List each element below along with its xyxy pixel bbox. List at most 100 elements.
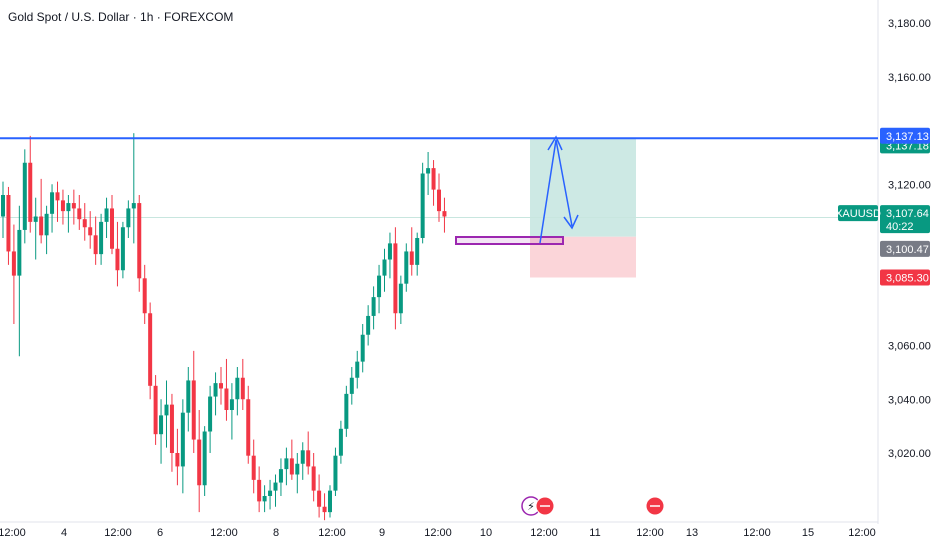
- profit-zone[interactable]: [530, 138, 636, 237]
- time-tick-label: 12:00: [743, 527, 771, 539]
- candle-body: [164, 404, 169, 416]
- candle-body: [88, 227, 93, 236]
- price-tick-label: 3,160.00: [888, 72, 931, 84]
- candle-body: [333, 455, 338, 491]
- arrow-head-down: [563, 214, 579, 230]
- candle-body: [437, 189, 441, 212]
- time-tick-label: 12:00: [530, 527, 558, 539]
- candle-body: [120, 227, 125, 271]
- candle-body: [197, 439, 202, 486]
- price-tick-label: 3,120.00: [888, 179, 931, 191]
- candle-body: [180, 412, 185, 467]
- time-tick-label: 12:00: [0, 527, 26, 539]
- candle-body: [366, 315, 371, 335]
- candle-body: [11, 251, 16, 276]
- candle-body: [17, 229, 22, 276]
- stop-price-tag-text: 3,085.30: [886, 273, 929, 285]
- candle-body: [420, 173, 425, 238]
- candle-body: [224, 388, 229, 410]
- candle-body: [6, 195, 11, 252]
- candle-body: [311, 466, 316, 491]
- time-tick-label: 12:00: [318, 527, 346, 539]
- time-tick-label: 11: [589, 527, 600, 539]
- candle-body: [229, 399, 234, 410]
- candle-body: [131, 203, 136, 209]
- candle-body: [306, 450, 311, 467]
- candle-body: [148, 313, 153, 386]
- candle-body: [28, 162, 33, 222]
- candle-body: [349, 377, 354, 394]
- candle-body: [219, 383, 223, 389]
- candle-body: [191, 380, 196, 440]
- time-tick-label: 9: [379, 527, 385, 539]
- entry-price-tag-text: 3,100.47: [886, 244, 929, 256]
- candle-body: [104, 208, 109, 222]
- lightning-icon: ⚡: [527, 501, 535, 513]
- candle-body: [169, 404, 174, 453]
- candle-body: [382, 259, 387, 276]
- candle-body: [110, 208, 114, 249]
- candle-body: [393, 243, 398, 314]
- time-tick-label: 12:00: [424, 527, 452, 539]
- candle-body: [115, 248, 120, 271]
- candle-body: [295, 463, 300, 475]
- candle-body: [338, 428, 343, 456]
- candle-body: [66, 203, 71, 212]
- candle-body: [50, 192, 55, 214]
- candle-body: [202, 431, 207, 486]
- candle-body: [387, 243, 392, 260]
- time-tick-label: 12:00: [104, 527, 132, 539]
- time-tick-label: 15: [802, 527, 814, 539]
- candle-body: [398, 283, 403, 314]
- time-tick-label: 10: [480, 527, 492, 539]
- current-price-tag-text: 3,107.64: [886, 208, 929, 220]
- projection-arrow[interactable]: [539, 139, 573, 244]
- candle-body: [322, 506, 327, 513]
- current-price-tag: [880, 205, 930, 234]
- candle-body: [159, 415, 164, 435]
- candle-body: [71, 203, 76, 209]
- candle-body: [415, 238, 420, 265]
- price-tick-label: 3,020.00: [888, 448, 931, 460]
- candle-body: [278, 469, 283, 483]
- candle-body: [99, 221, 104, 255]
- candle-body: [273, 482, 278, 491]
- time-tick-label: 13: [686, 527, 698, 539]
- line-price-tag: [880, 127, 930, 144]
- candle-body: [426, 168, 431, 174]
- candle-body: [44, 213, 49, 236]
- price-tick-label: 3,040.00: [888, 394, 931, 406]
- candle-body: [355, 361, 360, 378]
- candle-body: [77, 208, 82, 220]
- line-price-tag-text: 3,137.13: [886, 131, 929, 143]
- candle-body: [235, 377, 240, 400]
- price-tick-label: 3,180.00: [888, 18, 931, 30]
- candle-body: [175, 453, 180, 467]
- candle-body: [300, 450, 305, 464]
- candle-body: [409, 251, 414, 265]
- time-tick-label: 12:00: [210, 527, 238, 539]
- candle-body: [142, 278, 147, 314]
- candle-body: [284, 458, 289, 470]
- price-tick-label: 3,060.00: [888, 341, 931, 353]
- candle-body: [257, 479, 262, 502]
- entry-price-tag: [880, 240, 930, 257]
- stop-price-tag: [880, 269, 930, 286]
- candle-body: [22, 162, 27, 230]
- candle-body: [1, 195, 5, 217]
- time-tick-label: 12:00: [848, 527, 876, 539]
- candle-body: [240, 377, 245, 400]
- candle-body: [186, 380, 191, 413]
- candle-body: [377, 275, 382, 298]
- candle-body: [344, 393, 349, 429]
- candle-body: [60, 200, 65, 212]
- candle-body: [208, 396, 213, 432]
- candle-body: [93, 235, 98, 255]
- candle-body: [126, 208, 131, 228]
- candle-body: [442, 211, 447, 217]
- candle-body: [153, 385, 158, 435]
- entry-box[interactable]: [455, 236, 564, 245]
- candle-body: [360, 334, 365, 362]
- current-price-tag-countdown: 40:22: [886, 221, 914, 233]
